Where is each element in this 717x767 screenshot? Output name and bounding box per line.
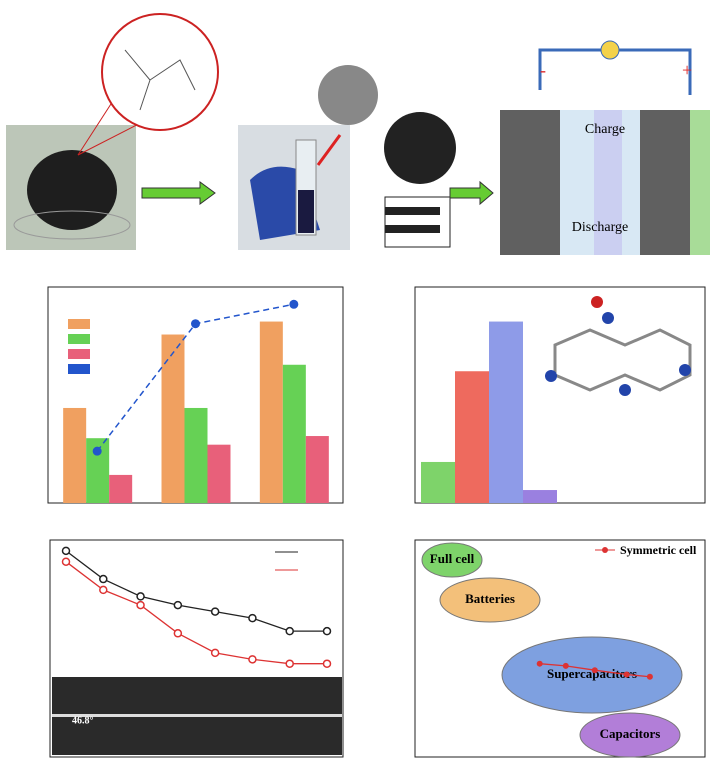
atom [602,312,614,324]
region [421,542,483,578]
legend-label: Symmetric cell [620,543,697,557]
plot-frame [49,539,344,758]
region [579,712,681,758]
line [65,550,327,632]
point [285,659,294,668]
point [191,319,200,329]
arrow [141,181,216,205]
dish [13,210,131,240]
legend-swatch [68,349,90,359]
electrode [640,110,690,255]
point [92,446,102,456]
bar [523,490,557,503]
point [248,655,257,664]
point [99,574,108,584]
region-label: Full cell [430,551,475,566]
point [173,600,183,610]
point [289,299,299,309]
electrode [500,110,560,255]
plot-frame [414,539,706,758]
point [136,592,145,601]
contact-angle-photos [52,677,342,755]
bar [63,407,87,503]
carbon-lumps [27,150,117,230]
pore-schematic [384,196,451,248]
point [61,557,71,566]
sphere [318,65,378,125]
point [591,667,598,674]
load [600,40,620,60]
atom [591,296,603,308]
discharge-label: Discharge [572,220,629,235]
bar [421,461,455,503]
point [248,613,257,623]
point [210,607,220,616]
porous-particle [384,112,456,184]
molecule [124,49,196,111]
point [322,659,332,668]
divider [52,714,342,717]
legend-swatch [68,319,90,329]
bar [161,334,185,503]
point [623,671,630,678]
charge-label: Charge [585,122,625,137]
point [61,546,71,556]
bar [207,444,231,503]
arrow [449,180,494,206]
schematic: - + Charge Discharge [6,13,710,255]
point [285,626,294,636]
atom [619,384,631,396]
collector [690,110,710,255]
bar [282,364,306,503]
region [501,636,683,714]
region-label: Batteries [465,591,515,606]
pore-wall [385,207,440,215]
point [562,662,569,669]
point [322,626,332,636]
molecule-inset [545,296,692,396]
separator [594,110,622,255]
legend-swatch [68,334,90,344]
bar [86,438,110,503]
region-label: Capacitors [600,726,661,741]
region-label: Supercapacitors [547,666,637,681]
pore-wall [385,225,440,233]
plot-frame [414,286,706,504]
point [536,660,543,667]
bar [455,371,489,503]
dispersion [298,190,314,233]
point [173,629,183,638]
bar [184,407,208,503]
bar [305,436,329,503]
line [65,561,327,665]
molecule-zoom [101,13,219,131]
bar [489,321,523,503]
plus-sign: + [682,60,692,80]
point [646,673,653,680]
legend-swatch [68,364,90,374]
point [136,600,145,610]
bar [259,321,283,503]
point [99,585,108,595]
bar [109,474,133,503]
arrow [316,134,342,166]
minus-sign: - [540,60,546,80]
molecule [553,328,692,392]
annotation: 46.8° [72,715,94,726]
legend-point [602,547,608,553]
point [210,648,220,658]
atom [679,364,691,376]
region [439,577,541,623]
atom [545,370,557,382]
